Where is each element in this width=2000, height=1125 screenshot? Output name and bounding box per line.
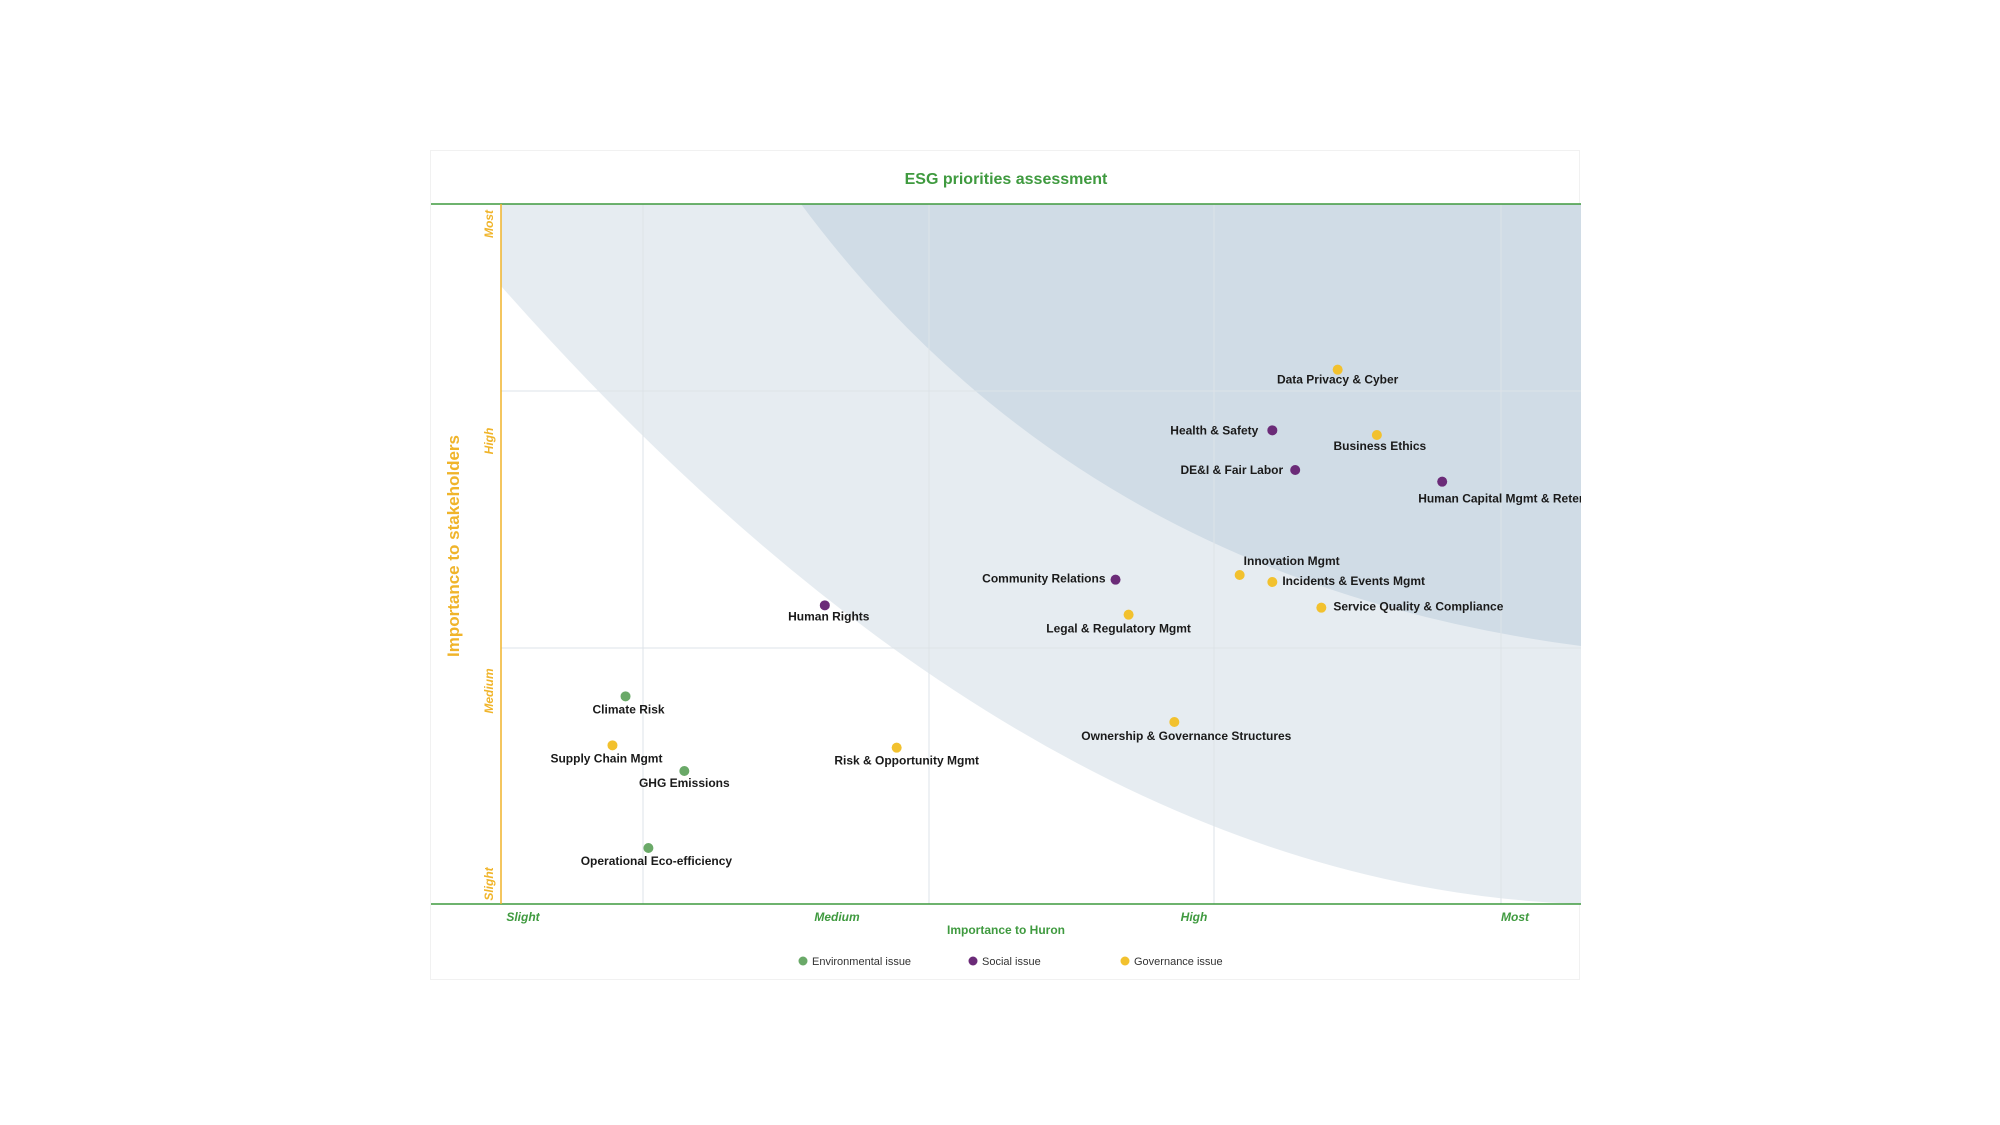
environmental-point[interactable]: [620, 691, 631, 702]
y-tick-label: Medium: [482, 668, 496, 714]
legend-swatch: [968, 956, 978, 966]
high-priority-band: [801, 204, 1581, 646]
point-label: Risk & Opportunity Mgmt: [834, 754, 979, 768]
point-label: Human Capital Mgmt & Retention: [1418, 492, 1581, 506]
point-label: Human Rights: [788, 609, 870, 623]
point-label: Health & Safety: [1170, 423, 1258, 437]
governance-point[interactable]: [1267, 577, 1278, 587]
legend-label: Environmental issue: [812, 956, 911, 968]
point-label: Supply Chain Mgmt: [550, 751, 662, 765]
governance-point[interactable]: [1169, 717, 1180, 727]
data-point-group: Community Relations: [982, 572, 1121, 586]
data-point-group: Innovation Mgmt: [1234, 554, 1340, 580]
point-label: Operational Eco-efficiency: [581, 854, 733, 868]
esg-scatter-chart: ESG priorities assessment Importance to …: [431, 171, 1581, 968]
point-label: Business Ethics: [1334, 439, 1427, 453]
data-point-group: Human Rights: [788, 600, 870, 623]
governance-point[interactable]: [1332, 364, 1343, 375]
social-point[interactable]: [1110, 574, 1121, 585]
data-point-group: Service Quality & Compliance: [1316, 600, 1504, 614]
chart-title: ESG priorities assessment: [905, 171, 1108, 188]
x-axis-title: Importance to Huron: [947, 923, 1065, 937]
governance-point[interactable]: [1234, 570, 1245, 580]
y-tick-label: Slight: [482, 866, 496, 900]
legend-entry: Social issue: [968, 956, 1041, 968]
data-point-group: Incidents & Events Mgmt: [1267, 574, 1425, 588]
y-tick-label: Most: [482, 209, 496, 238]
chart-frame: ESG priorities assessment Importance to …: [430, 150, 1581, 980]
legend-entry: Governance issue: [1120, 956, 1223, 968]
point-label: Climate Risk: [593, 702, 665, 716]
point-label: Innovation Mgmt: [1244, 554, 1340, 568]
x-tick-label: Slight: [506, 910, 540, 924]
point-label: Legal & Regulatory Mgmt: [1046, 622, 1191, 636]
governance-point[interactable]: [1371, 430, 1382, 440]
legend-label: Social issue: [982, 956, 1041, 968]
governance-point[interactable]: [1123, 609, 1134, 620]
point-label: Ownership & Governance Structures: [1081, 729, 1291, 743]
data-point-group: Data Privacy & Cyber: [1277, 364, 1399, 387]
point-label: GHG Emissions: [639, 776, 730, 790]
legend: Environmental issue Social issue Governanc…: [798, 956, 1223, 968]
x-tick-labels: Slight Medium High Most: [506, 910, 1530, 924]
x-tick-label: Most: [1501, 910, 1530, 924]
data-point-group: Human Capital Mgmt & Retention: [1418, 476, 1581, 506]
legend-entry: Environmental issue: [798, 956, 911, 968]
x-tick-label: Medium: [814, 910, 860, 924]
axes: [431, 203, 1581, 905]
social-point[interactable]: [1267, 425, 1278, 436]
data-point-group: GHG Emissions: [639, 766, 730, 790]
data-points: Climate Risk GHG Emissions Operational Eco…: [550, 364, 1581, 868]
environmental-point[interactable]: [679, 766, 690, 776]
legend-swatch: [1120, 956, 1130, 966]
environmental-point[interactable]: [643, 843, 654, 853]
governance-point[interactable]: [607, 740, 618, 751]
y-tick-label: High: [482, 428, 496, 455]
point-label: Community Relations: [982, 572, 1106, 586]
data-point-group: Health & Safety: [1170, 423, 1278, 437]
social-point[interactable]: [1437, 476, 1448, 487]
data-point-group: DE&I & Fair Labor: [1181, 463, 1301, 477]
data-point-group: Climate Risk: [593, 691, 665, 716]
legend-swatch: [798, 956, 808, 966]
data-point-group: Operational Eco-efficiency: [581, 843, 733, 868]
governance-point[interactable]: [891, 742, 902, 753]
grid-lines: [501, 204, 1581, 904]
data-point-group: Supply Chain Mgmt: [550, 740, 662, 765]
social-point[interactable]: [1290, 465, 1301, 475]
data-point-group: Legal & Regulatory Mgmt: [1046, 609, 1191, 636]
data-point-group: Business Ethics: [1334, 430, 1427, 453]
priority-bands: [501, 204, 1581, 904]
point-label: Incidents & Events Mgmt: [1282, 574, 1425, 588]
point-label: Data Privacy & Cyber: [1277, 373, 1399, 387]
legend-label: Governance issue: [1134, 956, 1223, 968]
social-point[interactable]: [819, 600, 830, 611]
data-point-group: Risk & Opportunity Mgmt: [834, 742, 979, 768]
y-axis-title: Importance to stakeholders: [444, 435, 463, 657]
y-tick-labels: Slight Medium High Most: [482, 209, 496, 901]
point-label: DE&I & Fair Labor: [1181, 463, 1284, 477]
point-label: Service Quality & Compliance: [1333, 600, 1503, 614]
x-tick-label: High: [1181, 910, 1208, 924]
data-point-group: Ownership & Governance Structures: [1081, 717, 1292, 743]
governance-point[interactable]: [1316, 602, 1327, 613]
